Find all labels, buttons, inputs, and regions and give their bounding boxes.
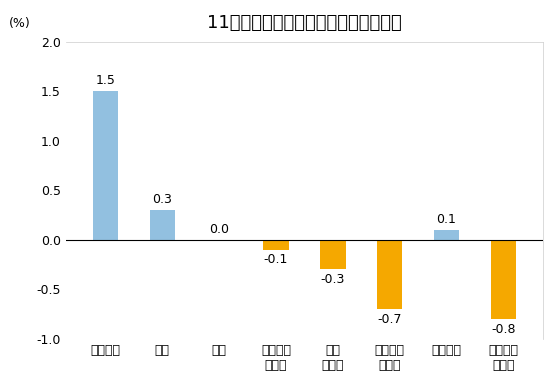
Bar [377, 240, 403, 309]
Text: -0.3: -0.3 [321, 273, 345, 286]
Text: 0.3: 0.3 [153, 193, 172, 206]
Text: -0.1: -0.1 [264, 254, 288, 266]
Bar [320, 240, 345, 269]
Text: (%): (%) [8, 17, 30, 30]
Bar [149, 210, 175, 240]
Bar [263, 240, 289, 249]
Text: -0.8: -0.8 [491, 323, 516, 336]
Bar [434, 230, 460, 240]
Text: 1.5: 1.5 [96, 74, 115, 87]
Bar [491, 240, 516, 319]
Text: 0.1: 0.1 [437, 213, 456, 226]
Bar [92, 91, 118, 240]
Text: 0.0: 0.0 [209, 223, 229, 236]
Text: -0.7: -0.7 [378, 313, 402, 326]
Title: 11月份居民消费价格分类别环比涨跌幅: 11月份居民消费价格分类别环比涨跌幅 [207, 14, 402, 32]
